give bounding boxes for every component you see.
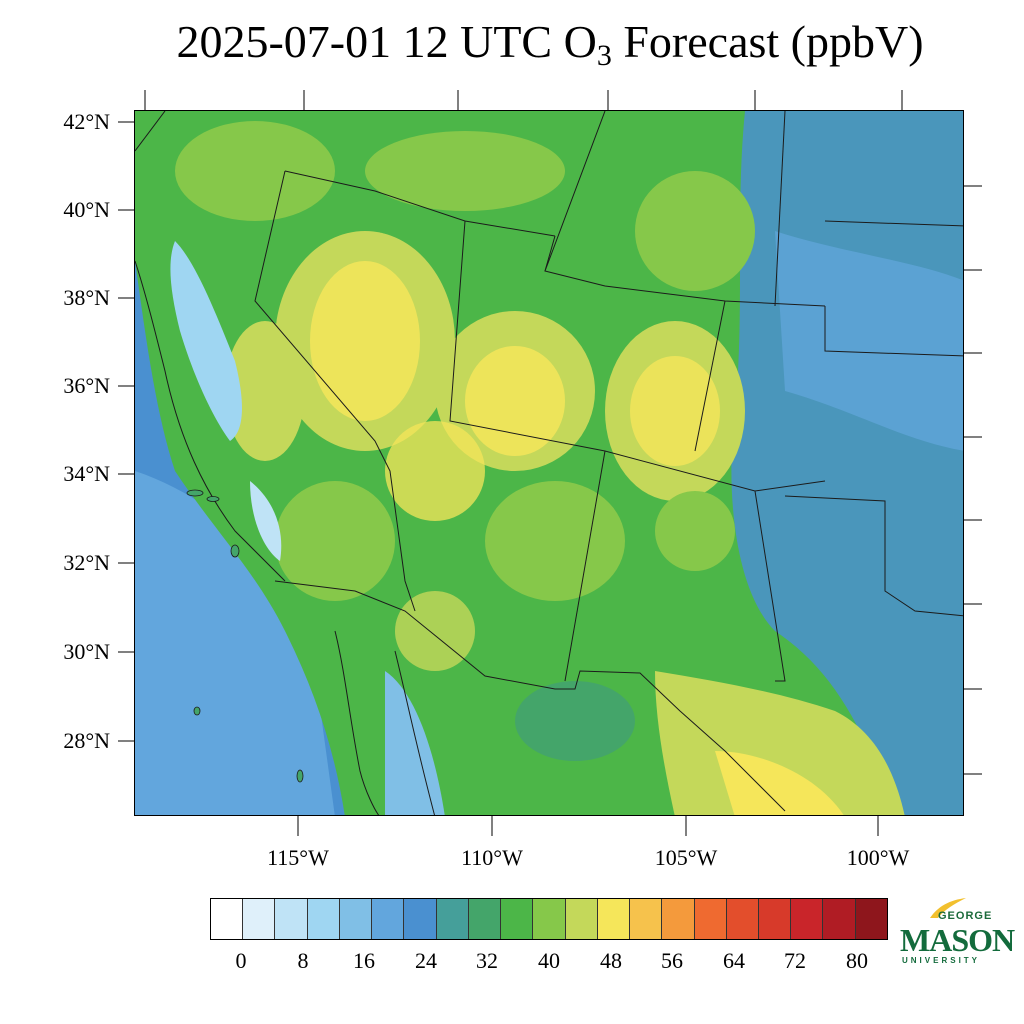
colorbar-swatch	[855, 899, 887, 939]
logo-top-text: GEORGE	[938, 910, 993, 922]
state-borders	[135, 111, 963, 815]
colorbar-swatch	[533, 899, 566, 939]
colorbar-swatch	[630, 899, 663, 939]
lat-label: 34°N	[63, 461, 110, 486]
colorbar-swatch	[662, 899, 695, 939]
texas-high-region	[715, 751, 844, 815]
lon-label: 115°W	[267, 845, 329, 870]
colorbar-swatch	[307, 899, 340, 939]
lat-label: 42°N	[63, 109, 110, 134]
lat-label: 28°N	[63, 728, 110, 753]
colorbar-swatch	[597, 899, 631, 939]
colorbar-tick-label: 24	[415, 948, 437, 973]
colorbar	[210, 898, 888, 940]
lat-label: 30°N	[63, 639, 110, 664]
colorbar-swatch	[275, 899, 308, 939]
colorbar-tick-label: 32	[476, 948, 498, 973]
map-field	[135, 111, 963, 815]
lat-label: 40°N	[63, 197, 110, 222]
colorbar-tick-label: 64	[723, 948, 745, 973]
title-hour: 12 UTC	[402, 16, 553, 67]
colorbar-swatch	[243, 899, 276, 939]
logo-bottom-text: UNIVERSITY	[902, 956, 981, 965]
colorbar-swatch	[468, 899, 502, 939]
colorbar-swatch	[339, 899, 373, 939]
colorbar-tick-label: 8	[297, 948, 309, 973]
colorbar-tick-label: 56	[661, 948, 683, 973]
ozone-forecast-map[interactable]	[134, 110, 964, 816]
plains-light-region	[775, 231, 963, 451]
colorbar-swatch	[823, 899, 856, 939]
colorbar-swatch	[726, 899, 759, 939]
colorbar-swatch	[372, 899, 405, 939]
central-valley-region	[170, 241, 242, 441]
swoosh-icon	[930, 898, 966, 918]
colorbar-swatch	[404, 899, 437, 939]
map-title: 2025-07-01 12 UTC O3 Forecast (ppbV)	[0, 14, 1024, 84]
colorbar-swatch	[791, 899, 824, 939]
colorbar-swatch	[694, 899, 727, 939]
colorbar-tick-label: 16	[353, 948, 375, 973]
title-species: O3	[563, 16, 612, 72]
logo-main-text: MASON	[900, 922, 1015, 958]
colorbar-tick-label: 72	[784, 948, 806, 973]
lat-label: 32°N	[63, 550, 110, 575]
lon-label: 100°W	[846, 845, 910, 870]
george-mason-logo: GEORGE MASON UNIVERSITY	[898, 896, 1015, 972]
colorbar-swatch	[501, 899, 534, 939]
title-species-subscript: 3	[596, 39, 612, 72]
lat-label: 36°N	[63, 373, 110, 398]
title-suffix: Forecast (ppbV)	[623, 16, 924, 67]
colorbar-tick-label: 48	[600, 948, 622, 973]
lon-label: 110°W	[461, 845, 523, 870]
title-date: 2025-07-01	[176, 16, 392, 67]
ocean-light-region	[135, 471, 335, 815]
lat-label: 38°N	[63, 285, 110, 310]
islands	[186, 489, 304, 783]
texas-region	[655, 671, 905, 815]
colorbar-swatch	[436, 899, 469, 939]
colorbar-swatch	[211, 899, 244, 939]
lon-label: 105°W	[654, 845, 718, 870]
colorbar-tick-label: 0	[235, 948, 247, 973]
colorbar-tick-label: 40	[538, 948, 560, 973]
colorbar-swatch	[758, 899, 792, 939]
colorbar-tick-label: 80	[846, 948, 868, 973]
colorbar-swatch	[565, 899, 598, 939]
